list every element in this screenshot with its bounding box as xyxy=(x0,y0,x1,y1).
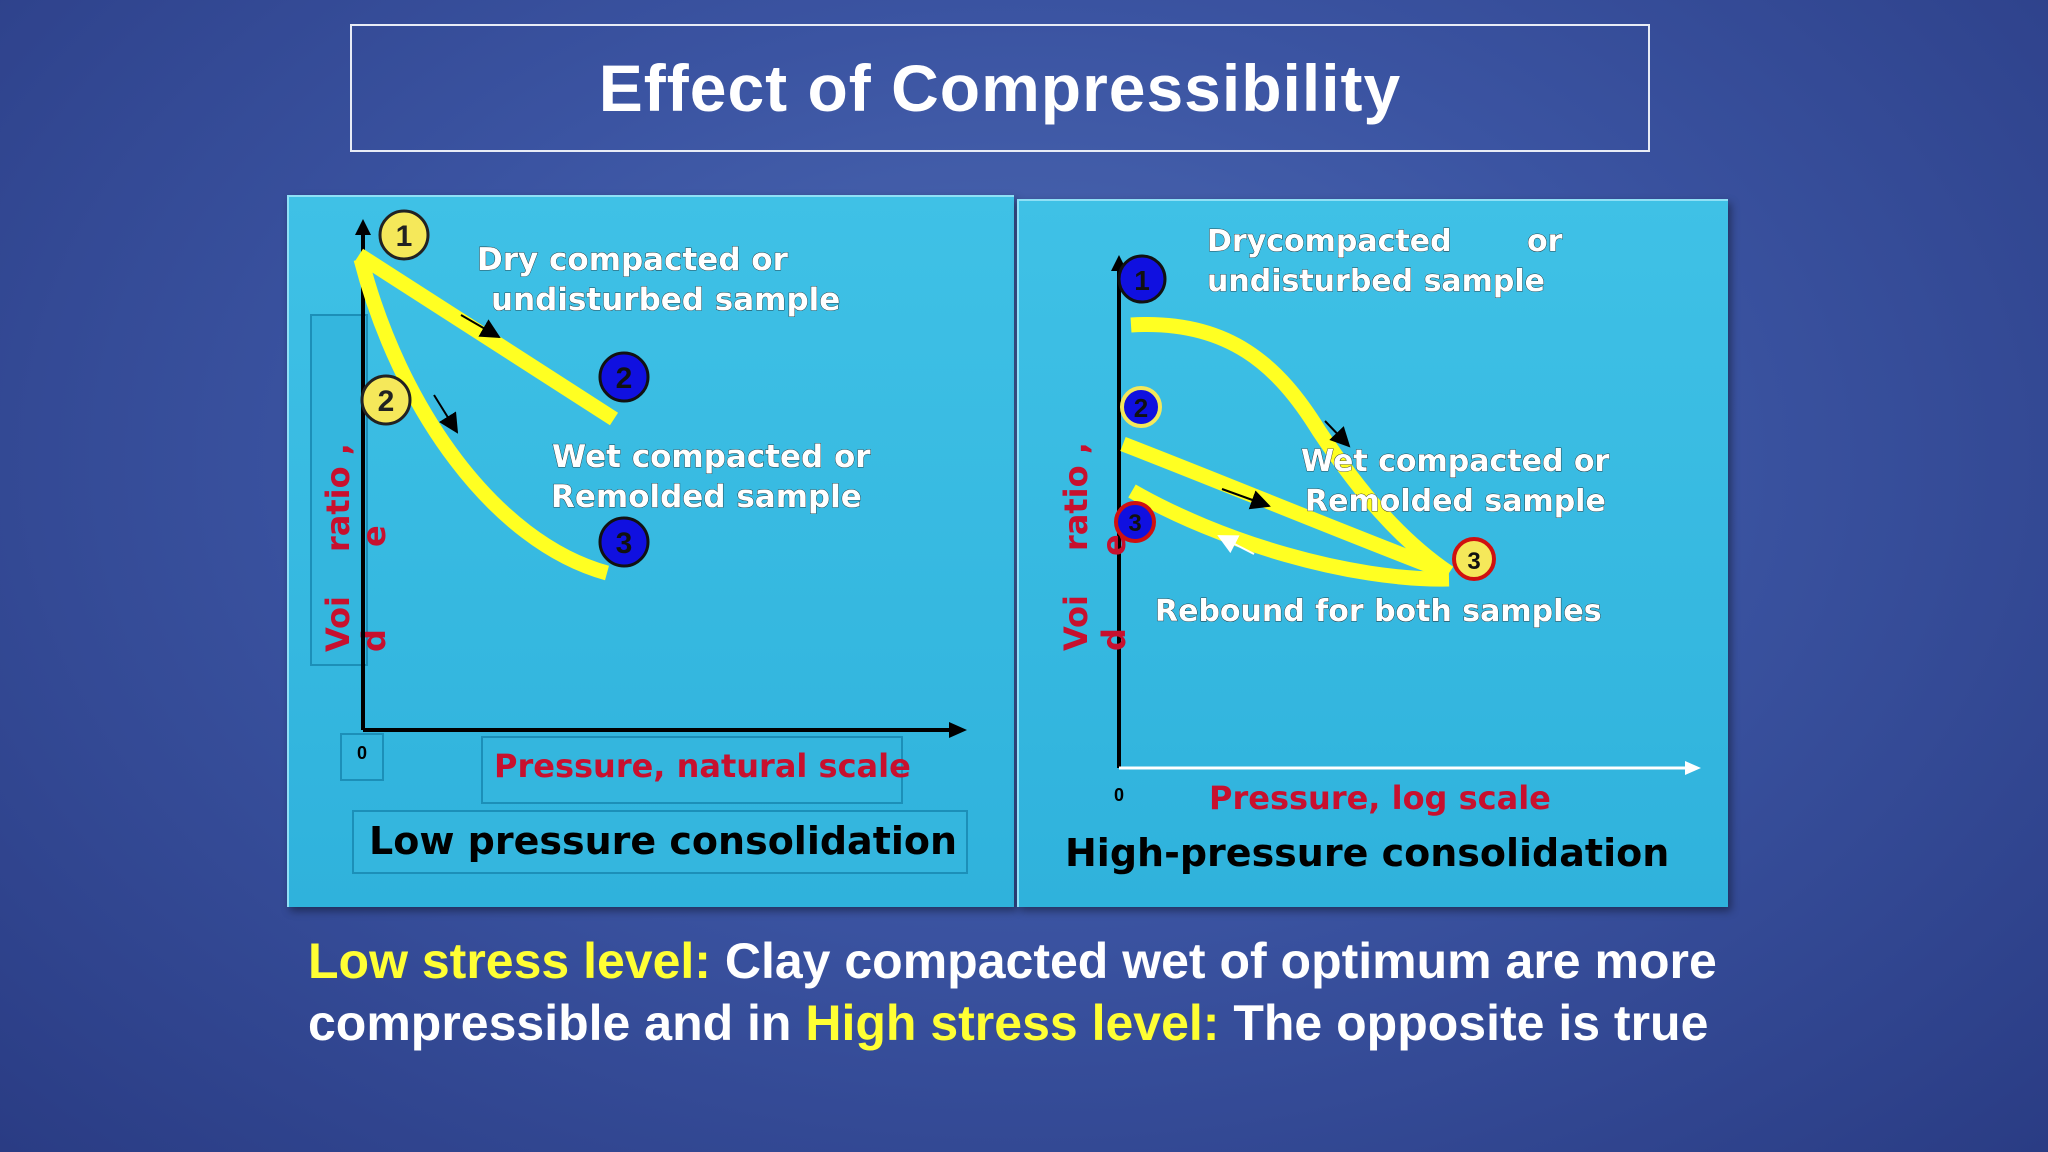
dry-curve-label-or: or xyxy=(1527,224,1563,259)
direction-arrow-dry xyxy=(1324,420,1351,448)
marker-3-end: 3 xyxy=(1452,537,1496,581)
x-axis-arrow xyxy=(949,722,967,738)
marker-2-wet: 2 xyxy=(360,374,412,426)
y-axis-label-e: e xyxy=(1095,534,1133,556)
svg-text:2: 2 xyxy=(616,362,633,395)
low-stress-text: Clay compacted wet of optimum are more c… xyxy=(308,933,1717,1051)
svg-text:3: 3 xyxy=(616,527,633,560)
y-axis-label-box xyxy=(310,314,368,666)
x-axis-label: Pressure, log scale xyxy=(1209,779,1551,817)
high-pressure-diagram: Voi ratio , d e 0 Pressure, log scale Hi… xyxy=(1057,224,1701,875)
curve-rebound xyxy=(1128,484,1450,587)
y-axis-label-d: d xyxy=(1095,628,1133,651)
direction-arrow-dry xyxy=(460,314,501,339)
marker-1: 1 xyxy=(378,209,430,261)
direction-arrow-wet xyxy=(1221,488,1271,510)
dry-curve-label-line1: Dry compacted or xyxy=(477,242,789,278)
wet-curve-label-line1: Wet compacted or xyxy=(1301,444,1610,479)
panel-caption: High-pressure consolidation xyxy=(1065,831,1669,875)
summary-text: Low stress level: Clay compacted wet of … xyxy=(308,930,1728,1054)
svg-text:3: 3 xyxy=(1467,548,1480,575)
high-stress-text: The opposite is true xyxy=(1219,995,1709,1051)
marker-2-dry: 2 xyxy=(598,351,650,403)
marker-2: 2 xyxy=(1120,386,1162,428)
dry-curve-label-line2: undisturbed sample xyxy=(1207,264,1545,299)
origin-label: 0 xyxy=(1114,785,1124,805)
x-axis-label-box xyxy=(481,736,903,804)
curve-wet-compacted xyxy=(1120,437,1452,581)
wet-curve-label-line2: Remolded sample xyxy=(551,479,862,515)
direction-arrow-rebound xyxy=(1217,535,1255,555)
low-pressure-diagram: Voi ratio , d e 0 Pressure, natural scal… xyxy=(310,209,968,874)
curve-wet-compacted xyxy=(353,257,609,581)
y-axis-label-voi: Voi xyxy=(319,596,357,652)
high-pressure-panel: Voi ratio , d e 0 Pressure, log scale Hi… xyxy=(1017,199,1728,907)
dry-curve-label-line2: undisturbed sample xyxy=(491,282,840,318)
wet-curve-label-line1: Wet compacted or xyxy=(552,439,871,475)
svg-text:1: 1 xyxy=(1134,265,1150,296)
svg-text:2: 2 xyxy=(1134,393,1148,423)
y-axis-label-voi: Voi xyxy=(1057,595,1095,651)
low-pressure-panel: Voi ratio , d e 0 Pressure, natural scal… xyxy=(287,195,1014,907)
caption-box xyxy=(352,810,968,874)
rebound-label: Rebound for both samples xyxy=(1155,594,1602,629)
x-axis-arrow xyxy=(1685,761,1701,775)
origin-box xyxy=(340,733,384,781)
x-axis-label: Pressure, natural scale xyxy=(494,747,911,785)
origin-label: 0 xyxy=(357,743,367,763)
y-axis-arrow xyxy=(355,219,371,235)
marker-1: 1 xyxy=(1117,254,1167,304)
y-axis-label-d: d xyxy=(355,629,393,652)
panel-caption: Low pressure consolidation xyxy=(369,819,957,863)
y-axis-label-ratio: ratio , xyxy=(319,443,357,552)
dry-curve-label-line1: Drycompacted xyxy=(1207,224,1452,259)
marker-3-wet: 3 xyxy=(598,516,650,568)
y-axis-label-ratio: ratio , xyxy=(1057,442,1095,551)
svg-text:2: 2 xyxy=(378,385,395,418)
wet-curve-label-line2: Remolded sample xyxy=(1305,484,1606,519)
svg-text:3: 3 xyxy=(1128,510,1141,537)
slide-title: Effect of Compressibility xyxy=(598,51,1402,125)
title-box: Effect of Compressibility xyxy=(350,24,1650,152)
curve-dry-compacted xyxy=(1130,316,1454,580)
marker-3-rebound: 3 xyxy=(1114,501,1156,543)
y-axis-label-e: e xyxy=(355,525,393,547)
svg-text:1: 1 xyxy=(396,220,413,253)
direction-arrow-wet xyxy=(433,394,459,434)
low-stress-label: Low stress level: xyxy=(308,933,711,989)
high-stress-label: High stress level: xyxy=(805,995,1220,1051)
